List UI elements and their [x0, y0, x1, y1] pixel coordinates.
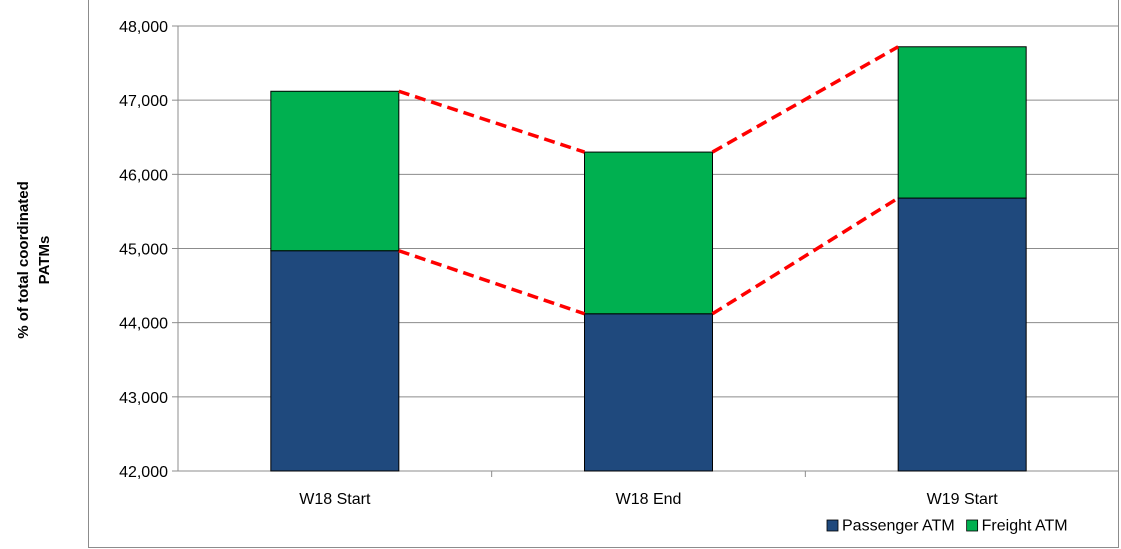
chart-frame [88, 0, 1119, 548]
connector-line [711, 45, 900, 154]
y-tick-label: 43,000 [119, 390, 168, 407]
connector-line [711, 196, 900, 316]
bar-passenger-atm [270, 250, 400, 472]
x-tick-label: W19 Start [927, 491, 999, 508]
legend-swatch [966, 519, 979, 532]
bar-freight-atm [584, 151, 713, 315]
connector-line [398, 249, 586, 316]
y-tick-label: 47,000 [119, 93, 168, 110]
y-tick-label: 42,000 [119, 464, 168, 481]
y-tick-label: 46,000 [119, 167, 168, 184]
connector-line [398, 89, 586, 154]
legend-label: Freight ATM [982, 518, 1068, 535]
y-tick-label: 48,000 [119, 19, 168, 36]
bar-passenger-atm [897, 197, 1027, 472]
legend-label: Passenger ATM [842, 518, 955, 535]
y-tick-label: 44,000 [119, 316, 168, 333]
bar-freight-atm [270, 90, 400, 252]
bar-freight-atm [897, 46, 1027, 199]
x-tick-label: W18 End [616, 491, 682, 508]
x-tick-label: W18 Start [299, 491, 371, 508]
bar-passenger-atm [584, 313, 713, 472]
y-tick-label: 45,000 [119, 242, 168, 259]
legend-swatch [826, 519, 839, 532]
